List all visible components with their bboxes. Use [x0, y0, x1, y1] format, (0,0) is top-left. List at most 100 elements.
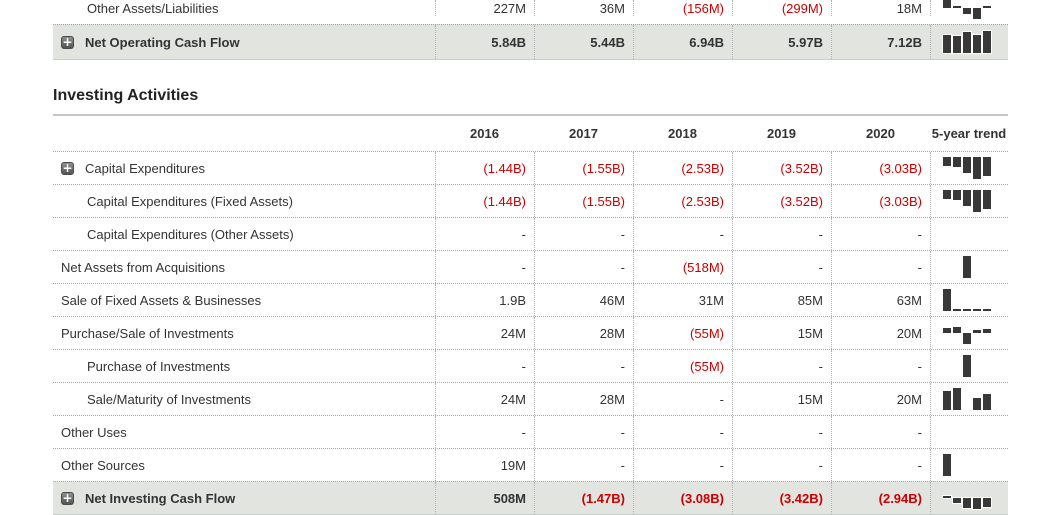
spark-bar: [962, 497, 972, 509]
spark-bar: [982, 497, 992, 508]
value-cell: -: [534, 449, 633, 481]
value-cell: -: [831, 251, 930, 283]
value-cell: (1.44B): [435, 185, 534, 217]
value-cell: -: [633, 416, 732, 448]
value-cell: -: [732, 251, 831, 283]
spark-bar: [962, 255, 972, 279]
value-cell: (1.44B): [435, 152, 534, 184]
value-cell: -: [633, 383, 732, 415]
table-row: Capital Expenditures (Other Assets) - - - - -: [53, 217, 1008, 250]
value-cell: (3.42B): [732, 482, 831, 514]
row-label: Net Assets from Acquisitions: [61, 259, 226, 275]
operating-section-rows: Other Assets/Liabilities 227M 36M (156M) (29…: [53, 0, 1008, 60]
spark-bar: [952, 308, 962, 312]
value-cell: 5.97B: [732, 25, 831, 59]
row-label-cell: Net Assets from Acquisitions: [53, 251, 435, 283]
value-cell: (1.55B): [534, 152, 633, 184]
value-cell: -: [435, 350, 534, 382]
value-cell: -: [435, 416, 534, 448]
value-cell: 36M: [534, 0, 633, 16]
trend-cell: [930, 251, 1008, 283]
expand-plus-icon[interactable]: +: [61, 34, 74, 49]
row-label: Other Sources: [61, 457, 145, 473]
value-cell: 63M: [831, 284, 930, 316]
trend-column-header: 5-year trend: [931, 126, 1007, 141]
value-cell: -: [534, 416, 633, 448]
trend-cell: [930, 185, 1008, 217]
row-label: Capital Expenditures (Other Assets): [87, 226, 294, 242]
trend-sparkline: [942, 453, 991, 477]
value-cell: (3.52B): [732, 152, 831, 184]
trend-cell: [930, 317, 1008, 349]
value-cell: 24M: [435, 383, 534, 415]
spark-bar: [962, 332, 972, 345]
row-label-cell: Purchase/Sale of Investments: [53, 317, 435, 349]
spark-bar: [972, 7, 982, 20]
year-column-header: 2019: [767, 126, 796, 141]
expand-plus-icon[interactable]: +: [61, 490, 74, 505]
section-heading: Investing Activities: [53, 87, 199, 104]
trend-cell: [930, 218, 1008, 250]
spark-bar: [972, 497, 982, 510]
spark-bar: [972, 156, 982, 180]
spark-bar: [962, 31, 972, 54]
value-cell: -: [633, 218, 732, 250]
row-label: Sale/Maturity of Investments: [87, 391, 252, 407]
spark-bar: [972, 397, 982, 411]
row-label-cell: Purchase of Investments: [53, 350, 435, 382]
row-label: Other Assets/Liabilities: [87, 0, 219, 16]
value-cell: (2.94B): [831, 482, 930, 514]
value-cell: 85M: [732, 284, 831, 316]
heading-rule: [53, 114, 1008, 116]
value-cell: -: [732, 218, 831, 250]
table-row: Sale/Maturity of Investments 24M 28M -15M 20…: [53, 382, 1008, 415]
row-label-cell: Other Sources: [53, 449, 435, 481]
value-cell: -: [831, 350, 930, 382]
table-row: Other Assets/Liabilities 227M 36M (156M) (29…: [53, 0, 1008, 24]
value-cell: 20M: [831, 317, 930, 349]
trend-cell: [930, 416, 1008, 448]
spark-bar: [942, 0, 952, 9]
value-cell: -: [435, 251, 534, 283]
row-label: Capital Expenditures (Fixed Assets): [87, 193, 293, 209]
spark-bar: [942, 495, 952, 499]
row-label: Other Uses: [61, 424, 127, 440]
value-cell: (3.03B): [831, 152, 930, 184]
spark-bar: [972, 34, 982, 54]
value-cell: 1.9B: [435, 284, 534, 316]
row-label-cell: Sale of Fixed Assets & Businesses: [53, 284, 435, 316]
value-cell: 5.44B: [534, 25, 633, 59]
value-cell: (1.47B): [534, 482, 633, 514]
trend-sparkline: [942, 322, 992, 345]
value-cell: 18M: [831, 0, 930, 16]
trend-sparkline: [943, 354, 991, 378]
value-cell: (3.03B): [831, 185, 930, 217]
row-label-cell: Other Uses: [53, 416, 435, 448]
year-column-header: 2018: [668, 126, 697, 141]
value-cell: (2.53B): [633, 152, 732, 184]
header-label-spacer: [53, 116, 435, 151]
trend-sparkline: [942, 288, 992, 312]
value-cell: 31M: [633, 284, 732, 316]
value-cell: 227M: [435, 0, 534, 16]
row-label-cell: Sale/Maturity of Investments: [53, 383, 435, 415]
row-label: Capital Expenditures: [85, 160, 205, 176]
spark-bar: [942, 390, 952, 411]
value-cell: -: [534, 251, 633, 283]
spark-bar: [962, 189, 972, 207]
row-label-cell: + Net Investing Cash Flow: [53, 482, 435, 514]
row-label-cell: + Net Operating Cash Flow: [53, 25, 435, 59]
trend-sparkline: [942, 30, 992, 54]
spark-bar: [952, 35, 962, 54]
expand-plus-icon[interactable]: +: [61, 160, 74, 175]
value-cell: -: [831, 449, 930, 481]
value-cell: (299M): [732, 0, 831, 16]
spark-bar: [972, 329, 982, 334]
trend-cell: [930, 152, 1008, 184]
value-cell: (55M): [633, 317, 732, 349]
value-cell: -: [732, 416, 831, 448]
value-cell: 15M: [732, 383, 831, 415]
cash-flow-table: Other Assets/Liabilities 227M 36M (156M) (29…: [53, 0, 1008, 515]
investing-section-rows: + Capital Expenditures (1.44B) (1.55B) (2.53…: [53, 151, 1008, 515]
value-cell: (518M): [633, 251, 732, 283]
